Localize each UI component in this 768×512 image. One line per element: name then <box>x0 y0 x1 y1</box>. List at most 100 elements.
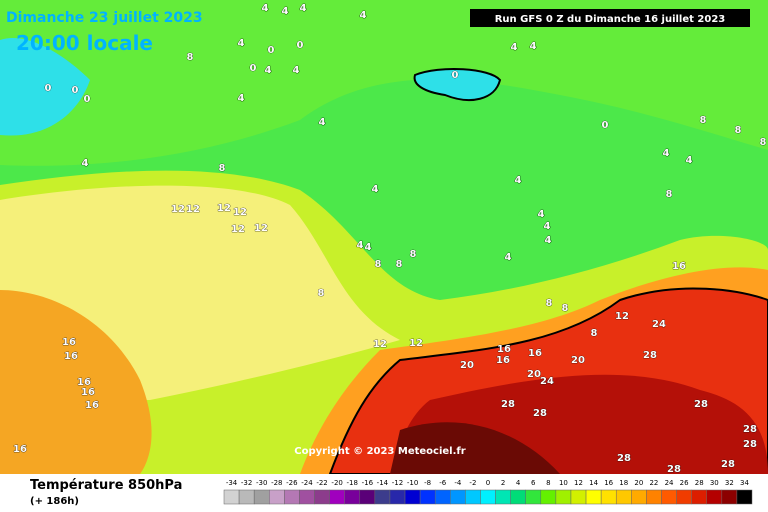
colorbar-swatch <box>661 489 677 505</box>
contour-label: 16 <box>77 377 91 388</box>
map-title: Dimanche 23 juillet 2023 <box>6 10 203 26</box>
contour-label: 28 <box>643 350 657 361</box>
colorbar-swatch <box>600 489 617 505</box>
contour-label: 12 <box>171 204 185 215</box>
colorbar-swatch <box>691 489 707 505</box>
colorbar-label: 32 <box>725 479 734 487</box>
contour-label: 0 <box>250 63 257 74</box>
colorbar-swatch <box>495 489 511 505</box>
colorbar-label: 34 <box>740 479 749 487</box>
contour-label: 4 <box>505 252 512 263</box>
colorbar-swatch <box>676 489 692 505</box>
copyright: Copyright © 2023 Meteociel.fr <box>294 446 465 457</box>
colorbar-swatch <box>434 489 451 505</box>
colorbar-swatch <box>238 489 255 505</box>
contour-label: 16 <box>672 261 686 272</box>
colorbar-swatch <box>450 489 466 505</box>
contour-label: 16 <box>62 337 76 348</box>
contour-label: 24 <box>540 376 554 387</box>
contour-label: 28 <box>667 464 681 475</box>
contour-label: 4 <box>663 148 670 159</box>
colorbar-label: -34 <box>226 479 238 487</box>
footer-title: Température 850hPa <box>30 478 182 493</box>
contour-label: 20 <box>571 355 585 366</box>
colorbar-swatch <box>253 489 270 505</box>
contour-label: 12 <box>254 223 268 234</box>
colorbar-label: 2 <box>501 479 505 487</box>
colorbar-label: -8 <box>424 479 431 487</box>
colorbar-swatch <box>706 489 723 505</box>
contour-label: 4 <box>545 235 552 246</box>
colorbar-label: -26 <box>286 479 298 487</box>
run-info: Run GFS 0 Z du Dimanche 16 juillet 2023 <box>495 14 726 25</box>
colorbar-swatch <box>615 489 632 505</box>
colorbar-swatch <box>585 489 602 505</box>
colorbar-label: -28 <box>271 479 282 487</box>
colorbar-swatch <box>525 489 542 505</box>
colorbar-label: 20 <box>634 479 643 487</box>
contour-label: 4 <box>365 242 372 253</box>
contour-label: 4 <box>282 6 289 17</box>
contour-label: 4 <box>511 42 518 53</box>
contour-label: 4 <box>262 3 269 14</box>
contour-label: 4 <box>238 38 245 49</box>
contour-label: 28 <box>743 424 757 435</box>
contour-label: 8 <box>700 115 707 126</box>
contour-label: 16 <box>64 351 78 362</box>
colorbar-label: 26 <box>680 479 689 487</box>
colorbar-label: -24 <box>301 479 313 487</box>
contour-label: 0 <box>84 94 91 105</box>
contour-label: 8 <box>562 303 569 314</box>
contour-label: 8 <box>318 288 325 299</box>
colorbar-swatch <box>299 489 315 505</box>
colorbar-label: -2 <box>469 479 476 487</box>
colorbar-swatch <box>631 489 647 505</box>
colorbar-label: -20 <box>331 479 342 487</box>
colorbar-label: -16 <box>362 479 374 487</box>
contour-label: 4 <box>544 221 551 232</box>
colorbar-swatch <box>555 489 572 505</box>
contour-label: 12 <box>615 311 629 322</box>
contour-label: 28 <box>721 459 735 470</box>
colorbar-swatch <box>570 489 587 505</box>
contour-label: 28 <box>617 453 631 464</box>
contour-label: 4 <box>300 3 307 14</box>
colorbar-swatch <box>223 489 240 505</box>
contour-label: 4 <box>360 10 367 21</box>
contour-label: 4 <box>686 155 693 166</box>
contour-label: 0 <box>45 83 52 94</box>
colorbar-label: 12 <box>574 479 583 487</box>
colorbar-label: -22 <box>316 479 327 487</box>
colorbar-label: 16 <box>604 479 613 487</box>
colorbar-swatch <box>419 489 436 505</box>
contour-label: 8 <box>591 328 598 339</box>
colorbar-label: 14 <box>589 479 598 487</box>
contour-label: 8 <box>410 249 417 260</box>
contour-label: 28 <box>743 439 757 450</box>
colorbar-swatch <box>284 489 300 505</box>
colorbar-label: 4 <box>516 479 521 487</box>
colorbar-swatch <box>646 489 662 505</box>
colorbar-label: -6 <box>439 479 447 487</box>
contour-label: 28 <box>501 399 515 410</box>
contour-label: 8 <box>546 298 553 309</box>
contour-label: 12 <box>409 338 423 349</box>
colorbar-label: 18 <box>619 479 628 487</box>
contour-label: 16 <box>85 400 99 411</box>
contour-label: 12 <box>217 203 231 214</box>
contour-label: 0 <box>72 85 79 96</box>
contour-label: 0 <box>297 40 304 51</box>
colorbar-label: -18 <box>347 479 358 487</box>
colorbar-swatch <box>269 489 285 505</box>
contour-label: 4 <box>293 65 300 76</box>
colorbar-swatch <box>344 489 361 505</box>
colorbar: -34 -32 -30 -28 -26 -24 -22 -20 -18 -16 -14 -12 -10-… <box>223 479 753 505</box>
colorbar-label: 22 <box>649 479 658 487</box>
map-subtitle: 20:00 locale <box>16 31 153 55</box>
colorbar-label: -4 <box>454 479 462 487</box>
colorbar-label: -30 <box>256 479 267 487</box>
contour-label: 12 <box>186 204 200 215</box>
colorbar-swatch <box>721 489 738 505</box>
colorbar-label: 30 <box>710 479 719 487</box>
